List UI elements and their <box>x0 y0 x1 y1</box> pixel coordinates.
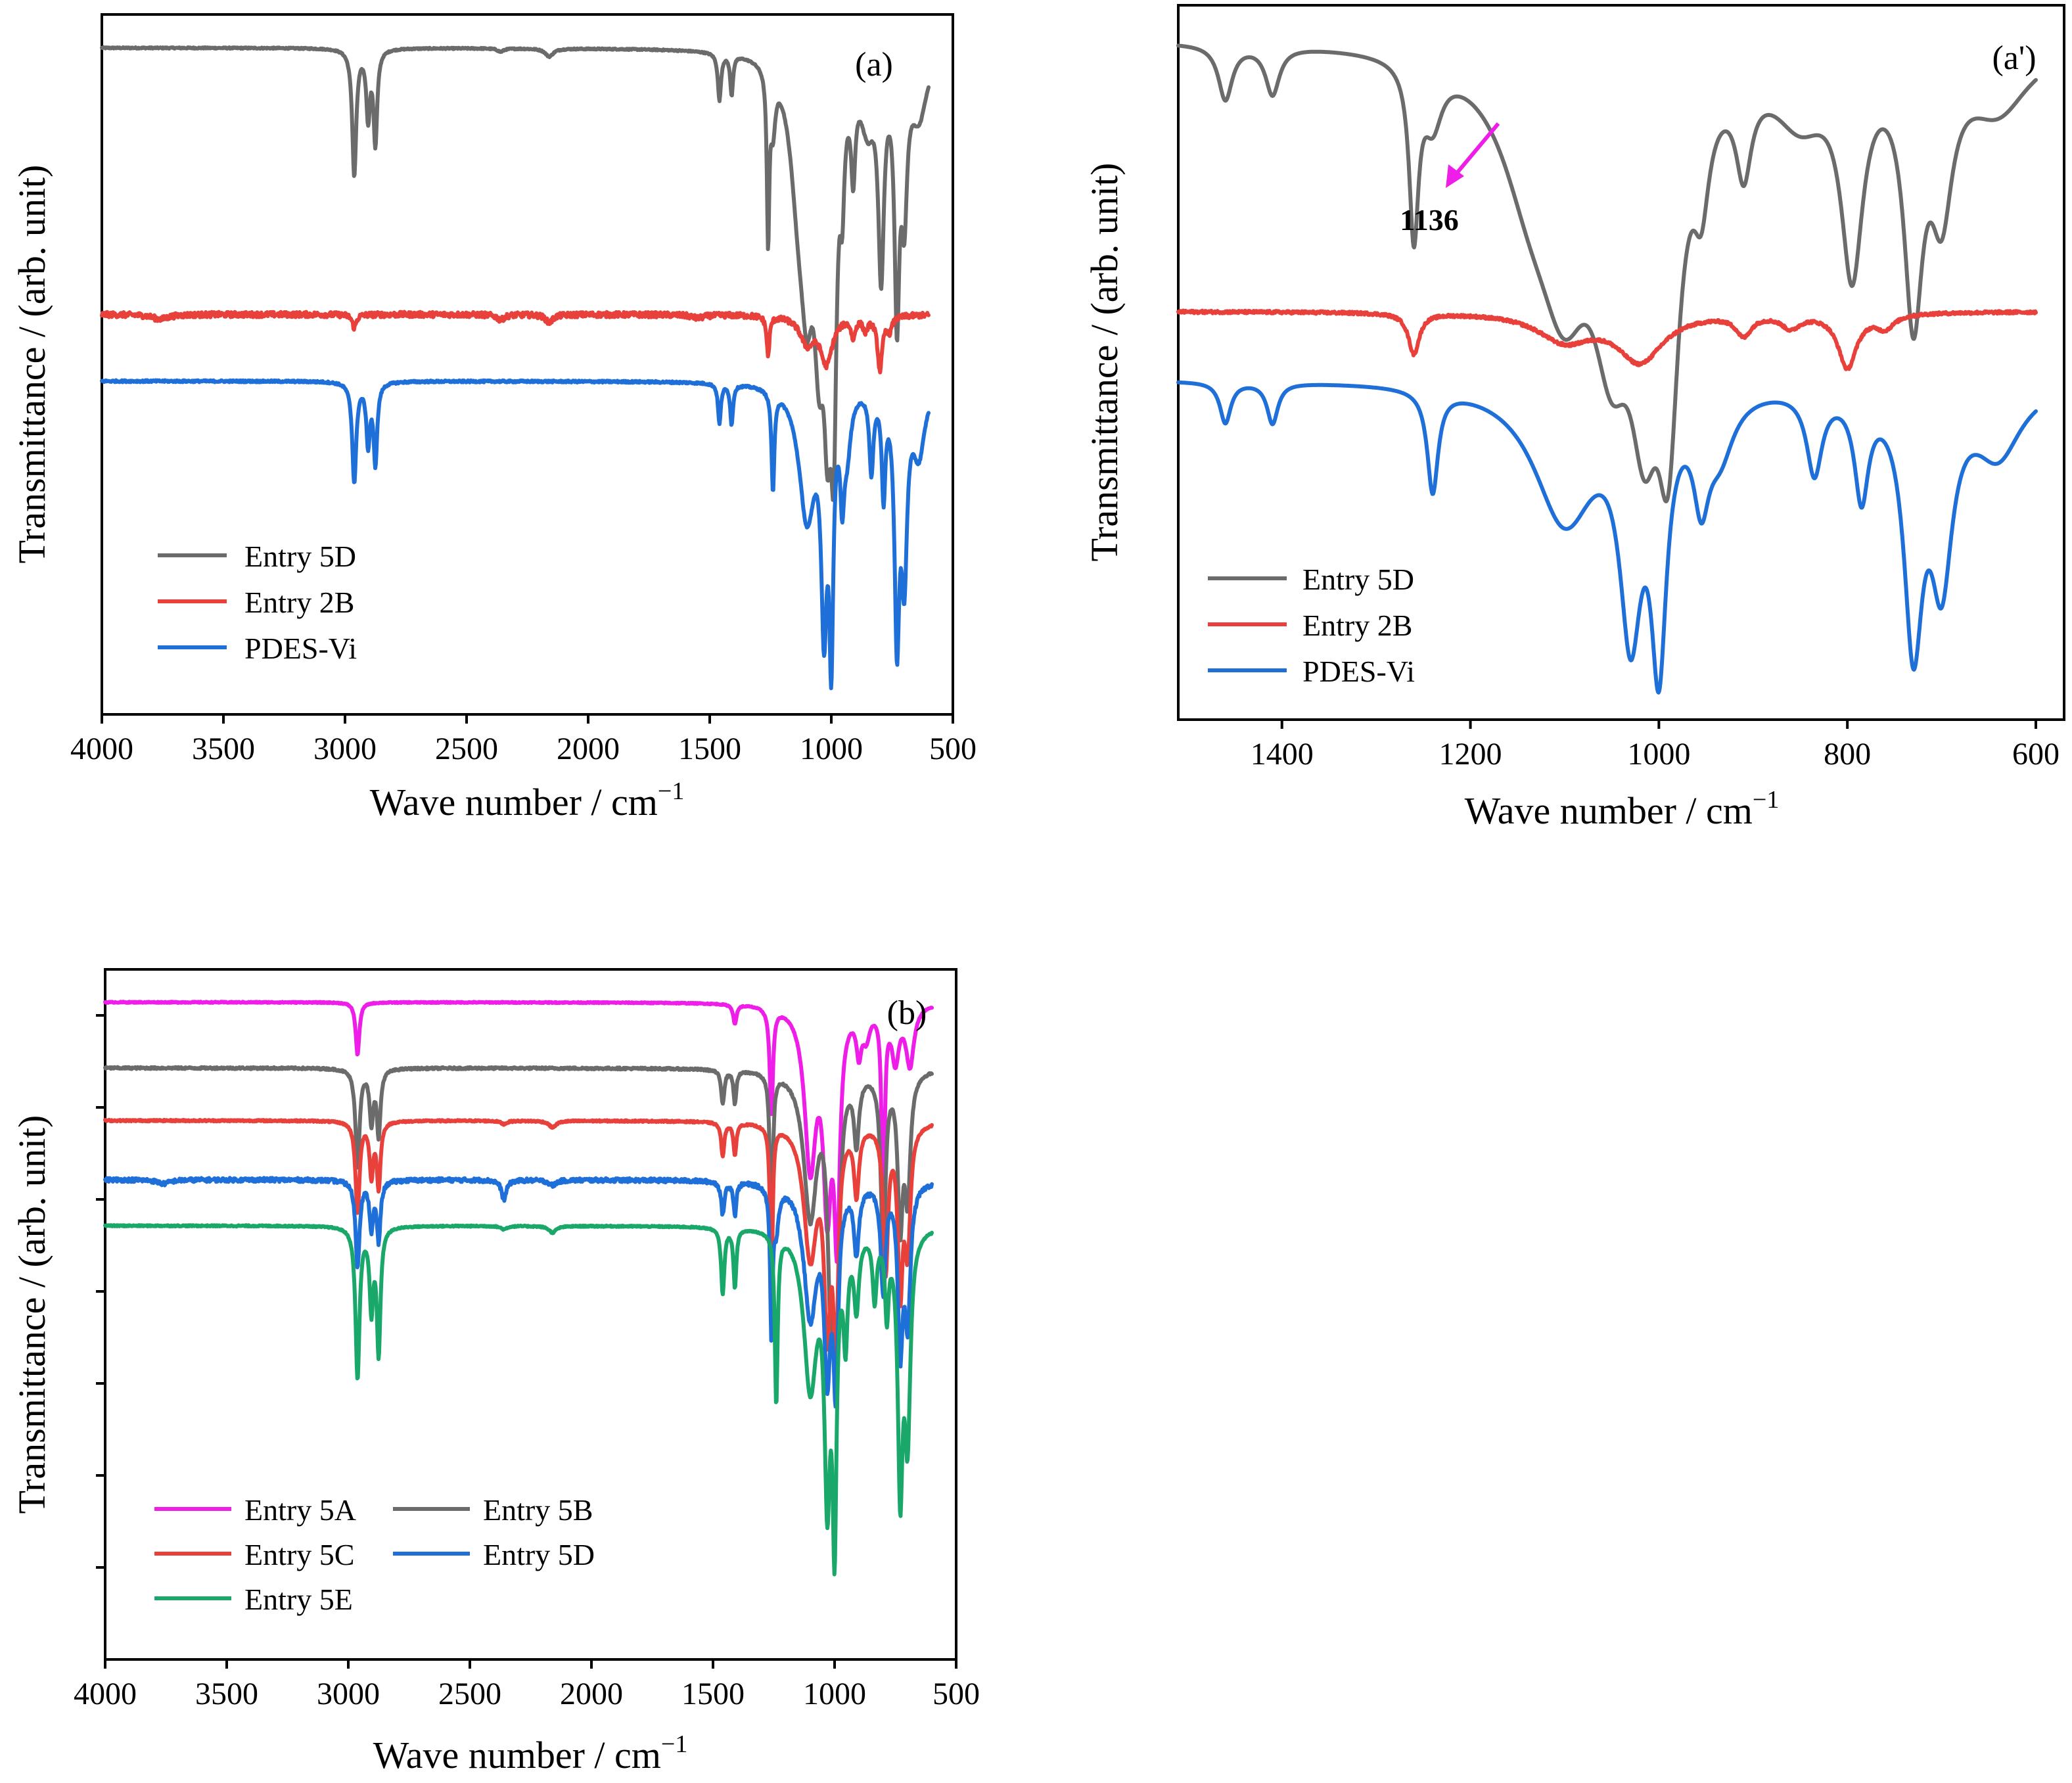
panel-a-prime-y-axis-label: Transmittance / (arb. unit) <box>1083 163 1126 562</box>
x-tick-label: 2500 <box>438 1677 501 1711</box>
panel-a-label: (a) <box>855 46 893 83</box>
x-tick-label: 500 <box>932 1677 980 1711</box>
panel-b-x-axis-label: Wave number / cm−1 <box>373 1730 688 1776</box>
series-line-entry-5d <box>103 1176 934 1409</box>
x-tick-label: 1000 <box>800 731 863 766</box>
panel-a-frame <box>101 13 954 716</box>
x-tick-label: 4000 <box>74 1677 137 1711</box>
x-tick-label: 1000 <box>1627 737 1690 772</box>
series-line-entry-5a <box>103 1000 934 1264</box>
legend-label-entry-5d: Entry 5D <box>244 540 356 573</box>
panel-a-prime-x-axis: 1400 1200 1000 800 600 <box>1251 720 2060 772</box>
panel-b-y-axis <box>96 1014 105 1569</box>
panel-a-prime-label: (a') <box>1992 39 2036 77</box>
legend-label-entry-2b: Entry 2B <box>244 586 354 619</box>
legend-label-entry-5b: Entry 5B <box>483 1493 593 1527</box>
chart-panel-a-prime: 1400 1200 1000 800 600 (a') Wave number / cm… <box>1083 4 2065 832</box>
x-tick-label: 500 <box>929 731 977 766</box>
x-tick-label: 800 <box>1824 737 1871 772</box>
x-tick-label: 1500 <box>678 731 741 766</box>
series-line-entry-5e <box>103 1223 934 1577</box>
x-tick-label: 2000 <box>557 731 620 766</box>
panel-a-prime-series <box>1176 43 2038 695</box>
x-tick-label: 3500 <box>195 1677 258 1711</box>
legend-label-entry-5a: Entry 5A <box>244 1493 356 1527</box>
panel-a-prime-x-axis-label: Wave number / cm−1 <box>1465 786 1780 832</box>
x-tick-label: 3500 <box>192 731 255 766</box>
chart-panel-b: 4000 3500 3000 2500 2000 1500 1000 500 (b) Wave… <box>11 968 980 1776</box>
legend-label-pdes-vi: PDES-Vi <box>244 632 357 665</box>
annotation-1136: 1136 <box>1400 122 1500 237</box>
legend-label-entry-5c: Entry 5C <box>244 1538 354 1571</box>
x-tick-label: 1200 <box>1439 737 1502 772</box>
series-line-entry-5d <box>100 45 931 502</box>
x-tick-label: 3000 <box>313 731 377 766</box>
x-tick-label: 600 <box>2012 737 2060 772</box>
annotation-arrow <box>1456 122 1500 174</box>
annotation-label-1136: 1136 <box>1400 203 1458 237</box>
panel-b-y-axis-label: Transmittance / (arb. unit) <box>11 1115 53 1514</box>
series-line-entry-2b <box>1176 308 2038 371</box>
chart-panel-a: 4000 3500 3000 2500 2000 1500 1000 500 (a) Wave… <box>11 13 977 823</box>
panel-a-prime-legend: Entry 5D Entry 2B PDES-Vi <box>1208 563 1415 688</box>
series-line-entry-5d <box>1176 43 2038 503</box>
panel-a-x-axis: 4000 3500 3000 2500 2000 1500 1000 500 <box>70 714 977 766</box>
series-line-entry-5b <box>103 1065 934 1370</box>
legend-label-entry-5e: Entry 5E <box>244 1583 353 1616</box>
x-tick-label: 2500 <box>435 731 498 766</box>
panel-b-series <box>103 1000 934 1577</box>
annotation-arrowhead <box>1446 164 1464 188</box>
legend-label-entry-5d: Entry 5D <box>1302 563 1414 596</box>
series-line-entry-5c <box>103 1117 934 1372</box>
panel-b-legend: Entry 5A Entry 5B Entry 5C Entry 5D Entr… <box>154 1493 595 1616</box>
panel-b-x-axis: 4000 3500 3000 2500 2000 1500 1000 500 <box>74 1659 980 1711</box>
x-tick-label: 3000 <box>317 1677 380 1711</box>
x-tick-label: 1400 <box>1251 737 1314 772</box>
panel-a-series <box>100 45 931 691</box>
panel-b-frame <box>104 968 957 1661</box>
panel-a-x-axis-label: Wave number / cm−1 <box>370 777 685 823</box>
series-line-entry-2b <box>100 310 931 375</box>
legend-label-entry-5d: Entry 5D <box>483 1538 595 1571</box>
panel-a-legend: Entry 5D Entry 2B PDES-Vi <box>158 540 357 665</box>
panel-a-prime-frame <box>1177 4 2065 721</box>
x-tick-label: 4000 <box>70 731 133 766</box>
x-tick-label: 2000 <box>560 1677 623 1711</box>
series-line-pdes-vi <box>100 378 931 691</box>
series-line-pdes-vi <box>1176 380 2038 695</box>
x-tick-label: 1500 <box>681 1677 745 1711</box>
legend-label-entry-2b: Entry 2B <box>1302 609 1412 642</box>
x-tick-label: 1000 <box>803 1677 866 1711</box>
panel-a-y-axis-label: Transmittance / (arb. unit) <box>11 165 53 564</box>
legend-label-pdes-vi: PDES-Vi <box>1302 655 1415 688</box>
panel-b-label: (b) <box>887 994 927 1032</box>
